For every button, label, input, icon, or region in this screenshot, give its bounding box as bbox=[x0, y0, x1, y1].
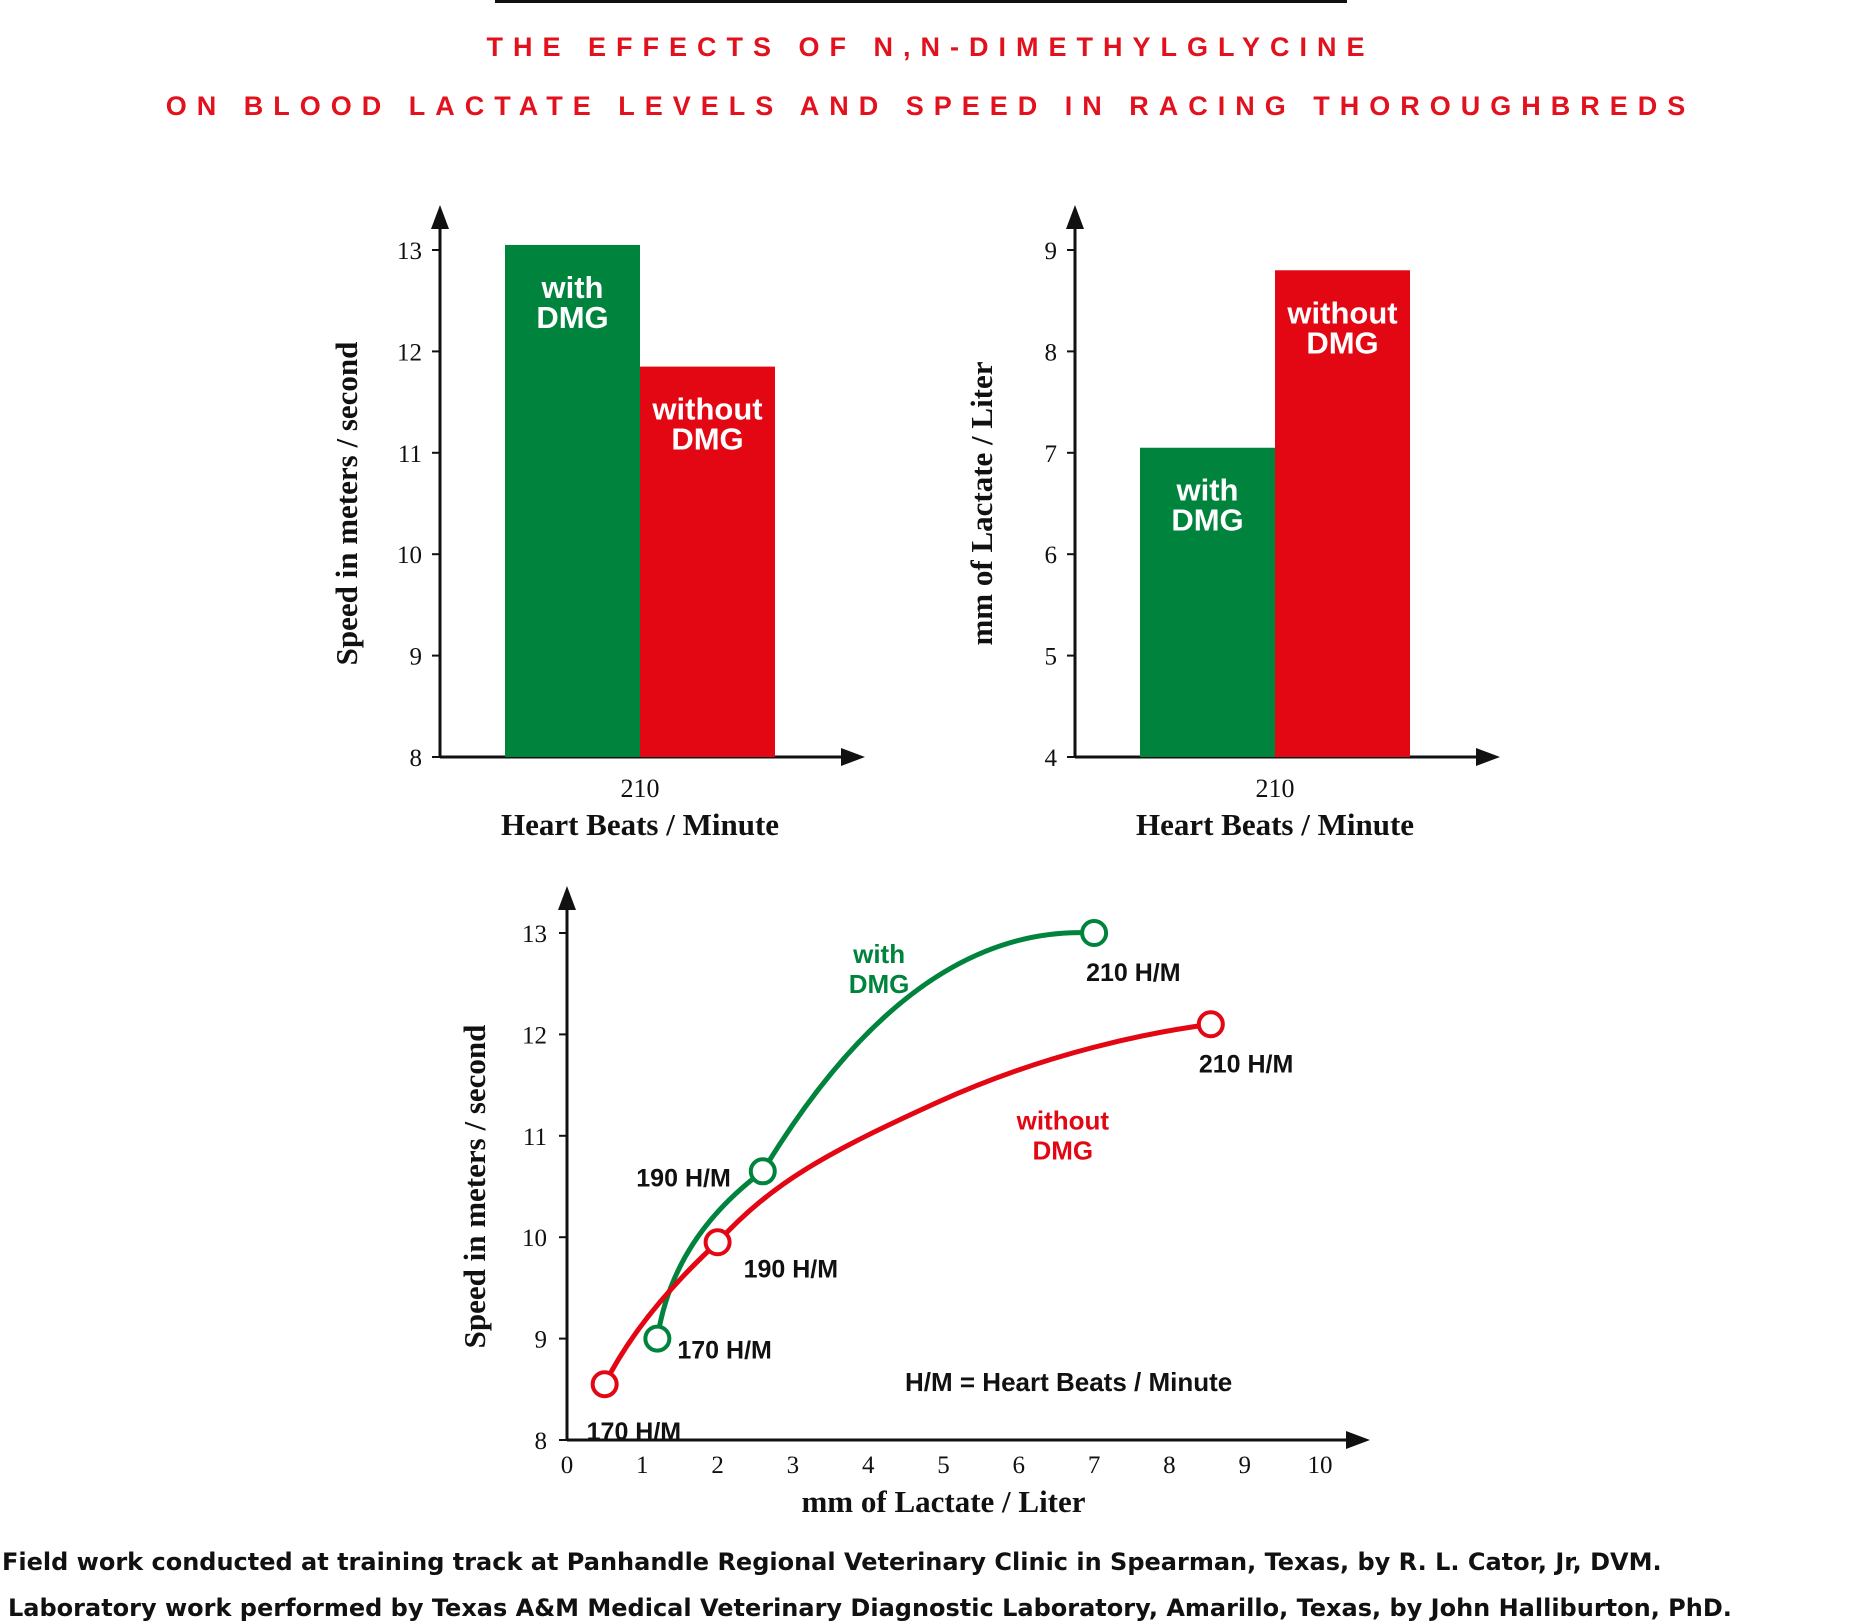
x-axis-arrow bbox=[841, 748, 865, 766]
data-point bbox=[1080, 919, 1109, 947]
y-tick-label: 13 bbox=[522, 921, 547, 948]
y-axis-arrow bbox=[558, 886, 576, 910]
y-axis-title: Speed in meters / second bbox=[330, 342, 364, 666]
y-tick-label: 10 bbox=[397, 542, 422, 569]
y-tick-label: 8 bbox=[535, 1428, 548, 1455]
y-axis-title: mm of Lactate / Liter bbox=[965, 361, 999, 645]
data-point bbox=[590, 1370, 619, 1399]
y-tick-label: 11 bbox=[398, 441, 422, 468]
x-tick-label: 10 bbox=[1308, 1452, 1333, 1479]
series-label-line-1: with bbox=[852, 939, 905, 969]
legend-note: H/M = Heart Beats / Minute bbox=[905, 1367, 1232, 1397]
bar-without-dmg bbox=[1275, 270, 1410, 757]
x-axis-arrow bbox=[1346, 1431, 1370, 1449]
x-tick-label: 1 bbox=[636, 1452, 649, 1479]
x-tick-label: 210 bbox=[1256, 774, 1295, 803]
point-label: 210 H/M bbox=[1199, 1050, 1293, 1078]
data-point bbox=[748, 1157, 777, 1186]
series-label-line-1: without bbox=[1016, 1105, 1110, 1135]
point-label: 190 H/M bbox=[744, 1255, 838, 1283]
bar-label-line-2: DMG bbox=[1306, 325, 1378, 360]
bar-with-dmg bbox=[505, 244, 640, 757]
data-point bbox=[643, 1324, 672, 1353]
bar-without-dmg bbox=[640, 366, 775, 757]
data-point bbox=[1196, 1010, 1225, 1039]
bar-with-dmg bbox=[1140, 447, 1275, 757]
x-tick-label: 0 bbox=[561, 1452, 574, 1479]
x-tick-label: 5 bbox=[937, 1452, 950, 1479]
data-point bbox=[703, 1228, 732, 1257]
bar-label-line-1: without bbox=[651, 392, 762, 427]
bar-label-line-2: DMG bbox=[536, 300, 608, 335]
x-tick-label: 9 bbox=[1238, 1452, 1251, 1479]
bar-label-line-1: with bbox=[541, 270, 604, 305]
x-tick-label: 210 bbox=[621, 774, 660, 803]
y-axis-arrow bbox=[431, 205, 449, 229]
bar-label-line-1: with bbox=[1176, 473, 1239, 508]
point-label: 170 H/M bbox=[587, 1418, 681, 1446]
point-label: 190 H/M bbox=[636, 1164, 730, 1192]
title-line-2: ON BLOOD LACTATE LEVELS AND SPEED IN RAC… bbox=[165, 91, 1696, 121]
x-tick-label: 3 bbox=[787, 1452, 800, 1479]
top-rule bbox=[495, 0, 1347, 3]
y-axis-title: Speed in meters / second bbox=[457, 1025, 492, 1349]
x-tick-label: 2 bbox=[711, 1452, 724, 1479]
curve-with-dmg bbox=[654, 930, 1097, 1342]
y-tick-label: 11 bbox=[523, 1124, 547, 1151]
y-axis-arrow bbox=[1066, 205, 1084, 229]
y-tick-label: 6 bbox=[1045, 542, 1058, 569]
point-label: 170 H/M bbox=[677, 1337, 771, 1365]
y-tick-label: 12 bbox=[522, 1022, 547, 1049]
y-tick-label: 4 bbox=[1045, 745, 1058, 772]
y-tick-label: 7 bbox=[1045, 441, 1058, 468]
y-tick-label: 5 bbox=[1045, 644, 1058, 671]
y-tick-label: 13 bbox=[397, 238, 422, 265]
x-axis-title: Heart Beats / Minute bbox=[1136, 807, 1414, 842]
bar-label-line-2: DMG bbox=[671, 422, 743, 457]
x-tick-label: 7 bbox=[1088, 1452, 1101, 1479]
footer-line-1: Field work conducted at training track a… bbox=[2, 1548, 1662, 1576]
x-tick-label: 8 bbox=[1163, 1452, 1176, 1479]
footer-line-2: Laboratory work performed by Texas A&M M… bbox=[8, 1594, 1732, 1622]
x-tick-label: 6 bbox=[1013, 1452, 1026, 1479]
x-axis-arrow bbox=[1476, 748, 1500, 766]
bar-label-line-1: without bbox=[1286, 295, 1397, 330]
x-axis-title: mm of Lactate / Liter bbox=[801, 1484, 1085, 1519]
x-axis-title: Heart Beats / Minute bbox=[501, 807, 779, 842]
series-label-line-2: DMG bbox=[849, 969, 910, 999]
point-label: 210 H/M bbox=[1086, 959, 1180, 987]
curve-without-dmg bbox=[602, 1021, 1214, 1387]
y-tick-label: 9 bbox=[410, 644, 423, 671]
y-tick-label: 8 bbox=[410, 745, 423, 772]
y-tick-label: 10 bbox=[522, 1225, 547, 1252]
y-tick-label: 9 bbox=[535, 1327, 548, 1354]
y-tick-label: 12 bbox=[397, 339, 422, 366]
series-label-line-2: DMG bbox=[1032, 1135, 1093, 1165]
y-tick-label: 8 bbox=[1045, 339, 1058, 366]
x-tick-label: 4 bbox=[862, 1452, 875, 1479]
title-line-1: THE EFFECTS OF N,N-DIMETHYLGLYCINE bbox=[486, 32, 1375, 62]
y-tick-label: 9 bbox=[1045, 238, 1058, 265]
bar-label-line-2: DMG bbox=[1171, 503, 1243, 538]
